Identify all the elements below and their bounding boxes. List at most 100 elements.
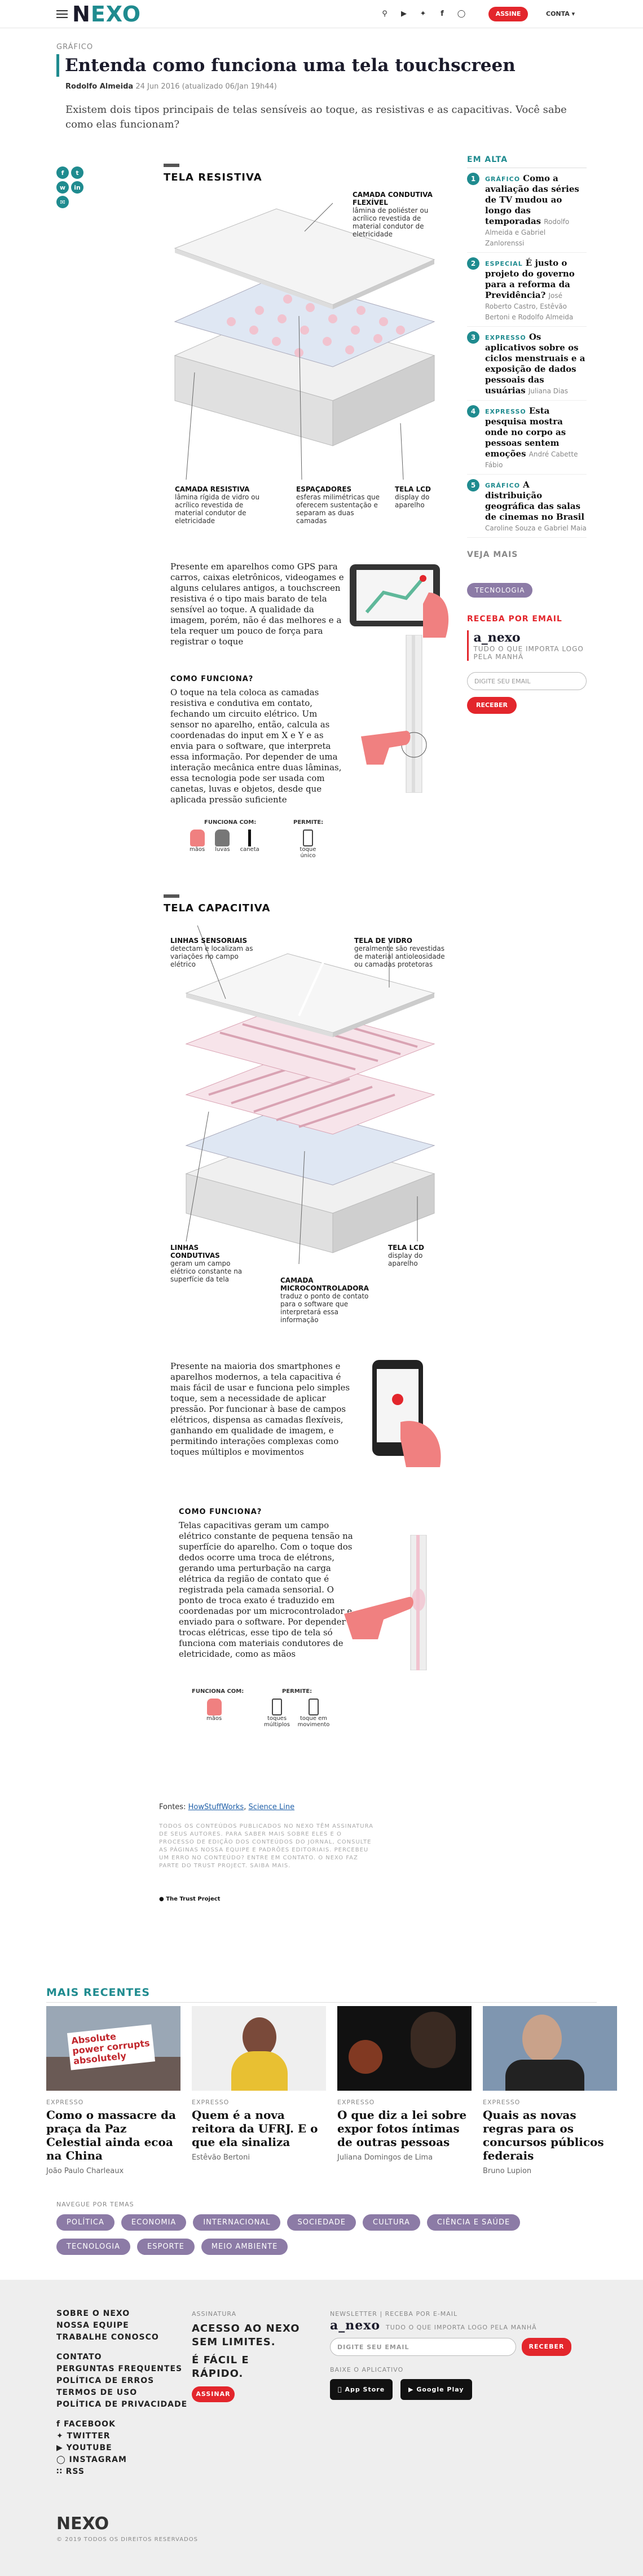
source-link[interactable]: Science Line — [248, 1803, 295, 1811]
section-bar — [164, 164, 179, 167]
footer-link[interactable]: POLÍTICA DE ERROS — [56, 2376, 155, 2385]
topic-tag[interactable]: CIÊNCIA E SAÚDE — [426, 2214, 521, 2231]
footer-newsletter-button[interactable]: RECEBER — [522, 2338, 571, 2356]
footer-twitter[interactable]: ✦ TWITTER — [56, 2432, 111, 2441]
recent-card-image: Absolute power corrupts absolutely — [46, 2006, 180, 2091]
footer-youtube[interactable]: ▶ YOUTUBE — [56, 2443, 112, 2452]
footer-rss[interactable]: ∷ RSS — [56, 2467, 85, 2476]
recent-card[interactable]: Absolute power corrupts absolutely EXPRE… — [46, 2006, 180, 2175]
newsletter-label: NEWSLETTER | RECEBA POR E-MAIL — [330, 2310, 458, 2318]
footer-link[interactable]: POLÍTICA DE PRIVACIDADE — [56, 2400, 188, 2409]
newsletter-email-input[interactable]: DIGITE SEU EMAIL — [467, 672, 587, 690]
trending-item[interactable]: 4 EXPRESSO Esta pesquisa mostra onde no c… — [467, 401, 587, 475]
menu-icon[interactable] — [56, 10, 68, 18]
googleplay-badge[interactable]: ▶ Google Play — [400, 2379, 472, 2400]
footer-link[interactable]: TRABALHE CONOSCO — [56, 2333, 159, 2342]
tag-pill[interactable]: TECNOLOGIA — [467, 583, 533, 598]
trending-item[interactable]: 5 GRÁFICO A distribuição geográfica das s… — [467, 475, 587, 538]
rank-number: 3 — [467, 331, 479, 344]
twitter-icon: ✦ — [56, 2432, 67, 2441]
sidebar: EM ALTA 1 GRÁFICO Como a avaliação das sé… — [467, 155, 587, 714]
footer-link[interactable]: CONTATO — [56, 2353, 102, 2362]
recent-card[interactable]: EXPRESSO Quais as novas regras para os co… — [483, 2006, 617, 2175]
topic-tag[interactable]: SOCIEDADE — [287, 2214, 356, 2231]
footer-link[interactable]: TERMOS DE USO — [56, 2388, 138, 2397]
topic-tag[interactable]: ECONOMIA — [121, 2214, 187, 2231]
footer-facebook[interactable]: f FACEBOOK — [56, 2420, 116, 2429]
topic-tag[interactable]: TECNOLOGIA — [56, 2239, 131, 2255]
source-link[interactable]: HowStuffWorks — [188, 1803, 244, 1811]
trending-heading: EM ALTA — [467, 155, 587, 168]
instagram-icon[interactable]: ◯ — [457, 9, 466, 18]
footer-subscribe-button[interactable]: ASSINAR — [192, 2386, 235, 2402]
capacitive-how-title: COMO FUNCIONA? — [179, 1508, 262, 1516]
capacitive-works-with-label: FUNCIONA COM: — [192, 1688, 244, 1695]
article-lede: Existem dois tipos principais de telas s… — [65, 104, 567, 130]
recent-card-image — [337, 2006, 472, 2091]
single-touch-icon: toque único — [297, 830, 319, 859]
footer-logo[interactable]: NEXO — [56, 2514, 109, 2534]
share-email-icon[interactable]: ✉ — [56, 196, 69, 208]
label-spacers: ESPAÇADORES esferas milimétricas que ofer… — [296, 485, 380, 525]
recent-heading: MAIS RECENTES — [46, 1986, 151, 1999]
search-icon[interactable]: ⚲ — [382, 9, 387, 18]
site-logo[interactable]: NEXO — [72, 2, 142, 27]
share-linkedin-icon[interactable]: in — [71, 181, 83, 194]
rank-number: 5 — [467, 479, 479, 491]
resistive-how-title: COMO FUNCIONA? — [170, 675, 254, 683]
label-conductive-lines: LINHAS CONDUTIVAS geram um campo elétrico… — [170, 1244, 243, 1283]
share-whatsapp-icon[interactable]: w — [56, 181, 69, 194]
newsletter-heading: RECEBA POR EMAIL — [467, 615, 562, 624]
facebook-icon[interactable]: f — [441, 9, 444, 18]
footer-link[interactable]: NOSSA EQUIPE — [56, 2321, 129, 2330]
subscription-text: ACESSO AO NEXO SEM LIMITES. — [192, 2323, 300, 2348]
rank-number: 2 — [467, 257, 479, 270]
topic-tag[interactable]: POLÍTICA — [56, 2214, 114, 2231]
account-link[interactable]: CONTA ▾ — [546, 10, 575, 17]
rank-number: 4 — [467, 405, 479, 418]
capacitive-allows-label: PERMITE: — [282, 1688, 312, 1695]
subscription-text-2: É FÁCIL E RÁPIDO. — [192, 2354, 249, 2380]
appstore-badge[interactable]:  App Store — [330, 2379, 393, 2400]
capacitive-intro: Presente na maioria dos smartphones e ap… — [170, 1361, 350, 1457]
label-resistive-layer: CAMADA RESISTIVA lâmina rígida de vidro o… — [175, 485, 260, 525]
see-more-label: VEJA MAIS — [467, 550, 518, 559]
facebook-icon: f — [56, 2420, 64, 2429]
resistive-heading: TELA RESISTIVA — [164, 172, 262, 183]
newsletter-desc: TUDO O QUE IMPORTA LOGO PELA MANHÃ — [473, 645, 584, 661]
recent-card[interactable]: EXPRESSO Quem é a nova reitora da UFRJ. E… — [192, 2006, 326, 2162]
share-facebook-icon[interactable]: f — [56, 166, 69, 179]
subscribe-button[interactable]: ASSINE — [488, 7, 528, 21]
share-twitter-icon[interactable]: t — [71, 166, 83, 179]
subscription-label: ASSINATURA — [192, 2310, 237, 2318]
rank-number: 1 — [467, 173, 479, 185]
footer-link[interactable]: SOBRE O NEXO — [56, 2309, 130, 2318]
article-kicker: GRÁFICO — [56, 43, 94, 51]
glove-icon: luvas — [215, 830, 230, 853]
trending-item[interactable]: 3 EXPRESSO Os aplicativos sobre os ciclos… — [467, 327, 587, 401]
capacitive-touch-illustration — [344, 1535, 427, 1670]
pen-icon: caneta — [240, 830, 259, 853]
trending-item[interactable]: 2 ESPECIAL É justo o projeto do governo p… — [467, 253, 587, 327]
label-sensory-lines: LINHAS SENSORIAIS detectam e localizam as… — [170, 937, 253, 968]
capacitive-layers-diagram — [185, 925, 435, 1265]
app-label: BAIXE O APLICATIVO — [330, 2366, 404, 2373]
footer-link[interactable]: PERGUNTAS FREQUENTES — [56, 2364, 183, 2373]
topic-tag[interactable]: MEIO AMBIENTE — [201, 2239, 288, 2255]
topic-tag[interactable]: INTERNACIONAL — [193, 2214, 281, 2231]
topic-tag[interactable]: CULTURA — [363, 2214, 420, 2231]
trending-item[interactable]: 1 GRÁFICO Como a avaliação das séries de … — [467, 168, 587, 253]
recent-card[interactable]: EXPRESSO O que diz a lei sobre expor foto… — [337, 2006, 472, 2162]
newsletter-submit-button[interactable]: RECEBER — [467, 697, 517, 714]
rss-icon: ∷ — [56, 2467, 66, 2476]
footer-instagram[interactable]: ◯ INSTAGRAM — [56, 2455, 127, 2464]
topic-tag[interactable]: ESPORTE — [137, 2239, 195, 2255]
footer-links-about: SOBRE O NEXO NOSSA EQUIPE TRABALHE CONOS… — [56, 2308, 187, 2478]
youtube-icon[interactable]: ▶ — [401, 9, 407, 18]
twitter-icon[interactable]: ✦ — [420, 9, 426, 18]
trust-project-logo[interactable]: ● The Trust Project — [159, 1896, 221, 1902]
resistive-layers-diagram — [174, 203, 435, 480]
footer-email-input[interactable]: DIGITE SEU EMAIL — [330, 2338, 516, 2356]
label-lcd: TELA LCD display do aparelho — [388, 1244, 424, 1267]
resistive-allows-label: PERMITE: — [293, 819, 324, 826]
